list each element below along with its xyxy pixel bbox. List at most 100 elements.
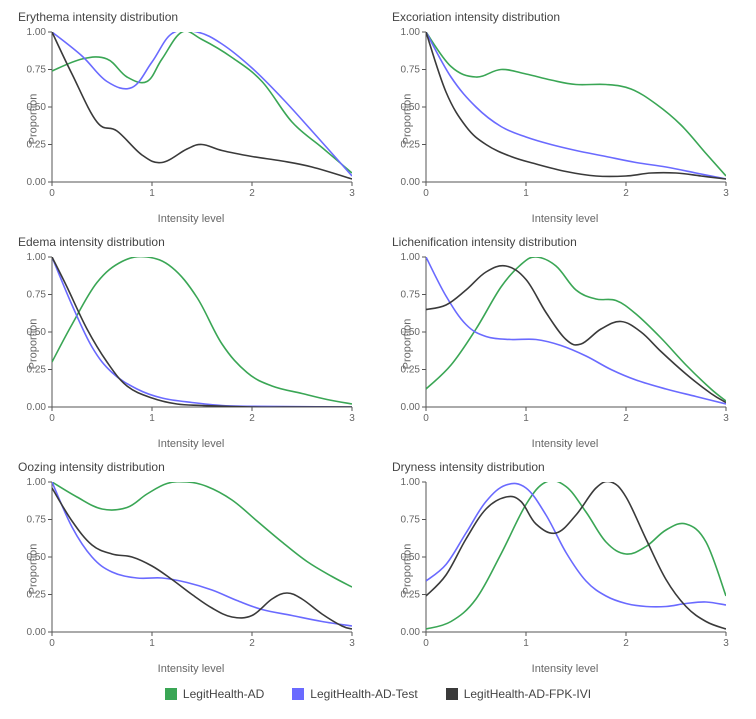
x-tick-label: 2 [249, 188, 255, 199]
legend-item: LegitHealth-AD-FPK-IVI [446, 687, 591, 701]
x-axis-label: Intensity level [14, 438, 368, 450]
y-tick-label: 0.75 [27, 290, 47, 301]
x-tick-label: 0 [423, 413, 429, 424]
y-axis-label: Proportion [401, 93, 413, 144]
chart-svg: 0.000.250.500.751.000123 [14, 26, 364, 211]
series-line-ad_test [52, 257, 352, 407]
chart-svg: 0.000.250.500.751.000123 [14, 476, 364, 661]
series-line-ad_fpk [52, 257, 352, 407]
y-axis-label: Proportion [27, 318, 39, 369]
chart-area: 0.000.250.500.751.000123Proportion [388, 26, 742, 211]
series-line-ad_test [52, 482, 352, 626]
legend-label: LegitHealth-AD-Test [310, 687, 417, 701]
y-tick-label: 1.00 [27, 252, 47, 263]
x-tick-label: 1 [523, 638, 529, 649]
x-tick-label: 1 [523, 413, 529, 424]
chart-svg: 0.000.250.500.751.000123 [388, 26, 738, 211]
series-line-ad_test [426, 32, 726, 179]
y-tick-label: 1.00 [401, 252, 421, 263]
x-tick-label: 1 [149, 638, 155, 649]
y-tick-label: 1.00 [27, 477, 47, 488]
chart-area: 0.000.250.500.751.000123Proportion [14, 476, 368, 661]
series-line-ad [426, 481, 726, 629]
y-tick-label: 0.00 [401, 402, 421, 413]
chart-svg: 0.000.250.500.751.000123 [14, 251, 364, 436]
panel-title: Dryness intensity distribution [392, 460, 742, 474]
chart-panel: Excoriation intensity distribution0.000.… [388, 10, 742, 225]
x-tick-label: 0 [49, 188, 55, 199]
x-tick-label: 0 [49, 413, 55, 424]
legend-label: LegitHealth-AD [183, 687, 264, 701]
series-line-ad [52, 482, 352, 587]
series-line-ad [52, 257, 352, 404]
panel-title: Edema intensity distribution [18, 235, 368, 249]
y-axis-label: Proportion [401, 543, 413, 594]
x-tick-label: 2 [623, 413, 629, 424]
y-tick-label: 0.00 [27, 177, 47, 188]
axes [426, 32, 726, 182]
series-line-ad_test [426, 483, 726, 606]
x-axis-label: Intensity level [388, 213, 742, 225]
axes [426, 257, 726, 407]
chart-panel: Dryness intensity distribution0.000.250.… [388, 460, 742, 675]
x-tick-label: 3 [723, 638, 729, 649]
y-tick-label: 1.00 [401, 477, 421, 488]
x-tick-label: 2 [623, 188, 629, 199]
axes [426, 482, 726, 632]
series-line-ad_fpk [426, 32, 726, 179]
x-tick-label: 2 [249, 638, 255, 649]
legend-swatch [292, 688, 304, 700]
x-tick-label: 2 [249, 413, 255, 424]
chart-svg: 0.000.250.500.751.000123 [388, 476, 738, 661]
y-tick-label: 0.75 [401, 65, 421, 76]
series-line-ad [426, 32, 726, 176]
axes [52, 257, 352, 407]
x-axis-label: Intensity level [14, 663, 368, 675]
y-tick-label: 1.00 [27, 27, 47, 38]
x-axis-label: Intensity level [388, 438, 742, 450]
chart-panel: Lichenification intensity distribution 0.… [388, 235, 742, 450]
x-tick-label: 3 [349, 188, 355, 199]
x-tick-label: 3 [723, 413, 729, 424]
x-tick-label: 2 [623, 638, 629, 649]
chart-svg: 0.000.250.500.751.000123 [388, 251, 738, 436]
panel-title: Oozing intensity distribution [18, 460, 368, 474]
y-axis-label: Proportion [27, 543, 39, 594]
chart-area: 0.000.250.500.751.000123Proportion [388, 251, 742, 436]
series-line-ad [52, 31, 352, 173]
x-tick-label: 0 [423, 638, 429, 649]
chart-panel: Erythema intensity distribution0.000.250… [14, 10, 368, 225]
y-tick-label: 0.75 [401, 290, 421, 301]
panel-title: Erythema intensity distribution [18, 10, 368, 24]
x-tick-label: 3 [349, 413, 355, 424]
x-tick-label: 0 [49, 638, 55, 649]
x-tick-label: 1 [149, 413, 155, 424]
axes [52, 482, 352, 632]
x-tick-label: 1 [523, 188, 529, 199]
x-axis-label: Intensity level [388, 663, 742, 675]
x-tick-label: 0 [423, 188, 429, 199]
panel-title: Lichenification intensity distribution [392, 235, 742, 249]
chart-area: 0.000.250.500.751.000123Proportion [14, 251, 368, 436]
series-line-ad_test [426, 257, 726, 404]
chart-panel: Oozing intensity distribution0.000.250.5… [14, 460, 368, 675]
x-tick-label: 3 [349, 638, 355, 649]
legend-swatch [165, 688, 177, 700]
series-line-ad_fpk [426, 266, 726, 403]
legend-swatch [446, 688, 458, 700]
x-tick-label: 1 [149, 188, 155, 199]
series-line-ad_fpk [426, 481, 726, 629]
legend: LegitHealth-AD LegitHealth-AD-Test LegitHe… [0, 675, 756, 719]
series-line-ad_fpk [52, 32, 352, 179]
legend-label: LegitHealth-AD-FPK-IVI [464, 687, 591, 701]
y-tick-label: 1.00 [401, 27, 421, 38]
chart-area: 0.000.250.500.751.000123Proportion [388, 476, 742, 661]
x-tick-label: 3 [723, 188, 729, 199]
legend-item: LegitHealth-AD-Test [292, 687, 417, 701]
x-axis-label: Intensity level [14, 213, 368, 225]
panel-title: Excoriation intensity distribution [392, 10, 742, 24]
y-tick-label: 0.75 [401, 515, 421, 526]
y-tick-label: 0.75 [27, 65, 47, 76]
series-line-ad_test [52, 30, 352, 176]
series-line-ad_fpk [52, 488, 352, 629]
